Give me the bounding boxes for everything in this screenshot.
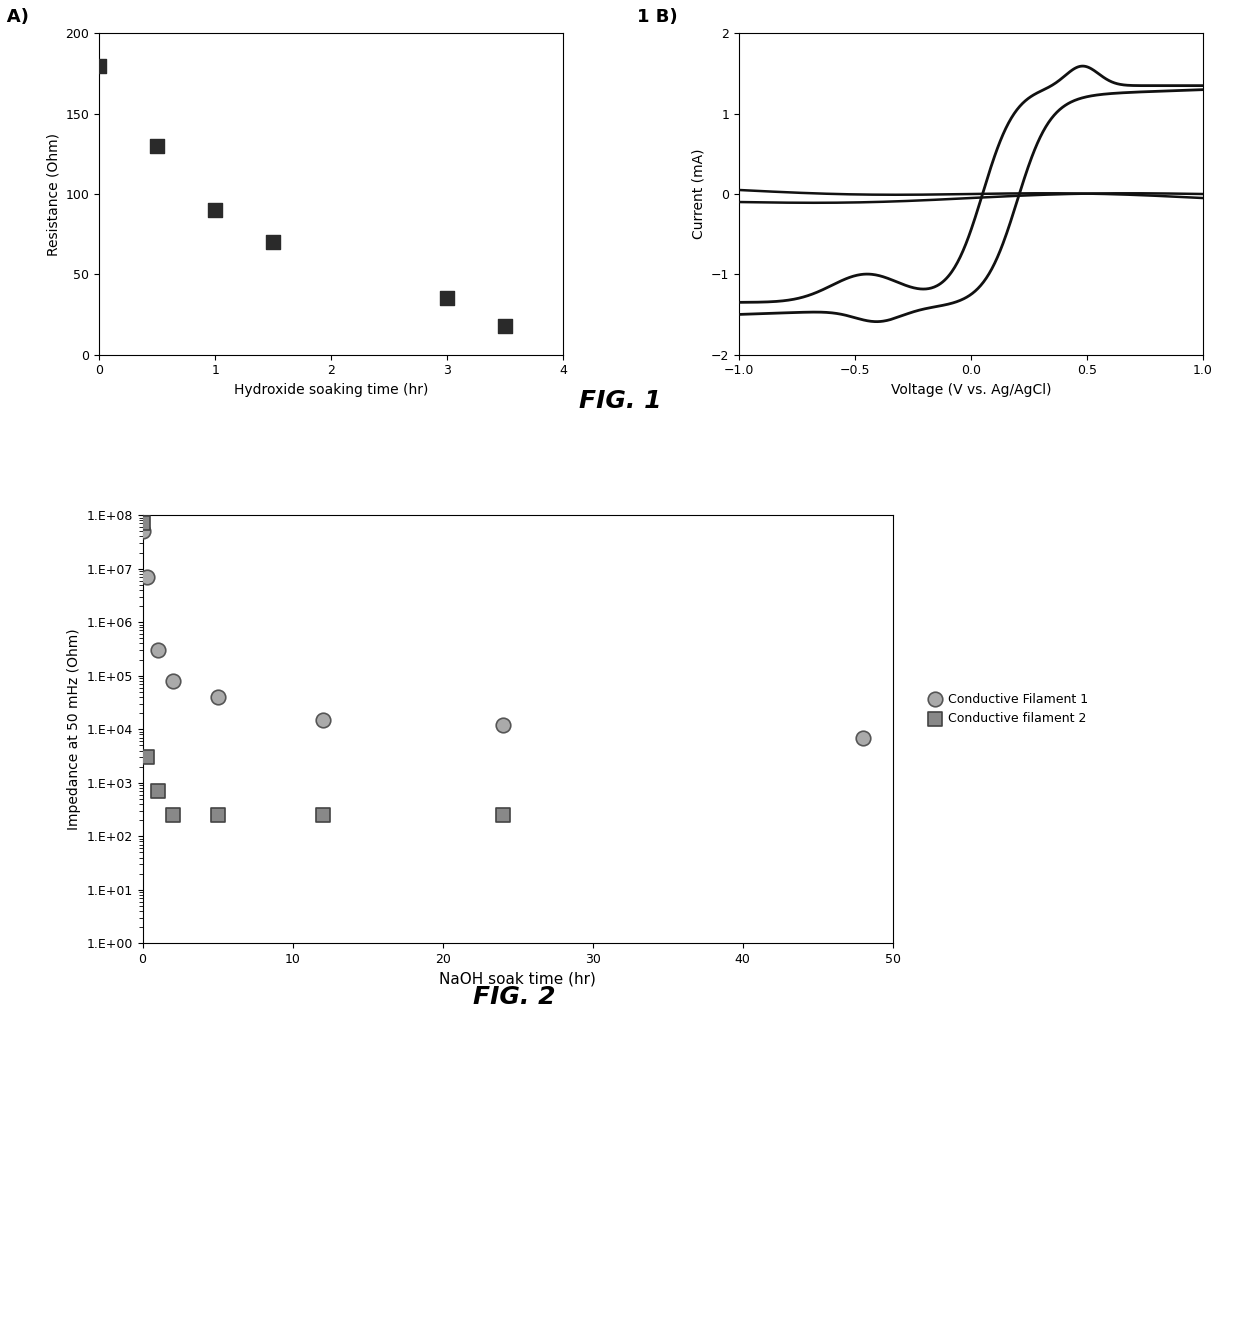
Conductive Filament 1 xyxy=(162,670,182,692)
Text: FIG. 1: FIG. 1 xyxy=(579,389,661,413)
Conductive filament 2 xyxy=(312,804,332,826)
Point xyxy=(148,135,167,157)
Text: 1 A): 1 A) xyxy=(0,8,29,25)
Y-axis label: Current (mA): Current (mA) xyxy=(692,149,706,240)
Conductive filament 2 xyxy=(162,804,182,826)
Text: 1 B): 1 B) xyxy=(637,8,678,25)
Conductive Filament 1 xyxy=(492,714,512,736)
Conductive filament 2 xyxy=(148,780,167,801)
Point xyxy=(495,314,515,336)
Conductive filament 2 xyxy=(133,512,153,534)
X-axis label: NaOH soak time (hr): NaOH soak time (hr) xyxy=(439,971,596,986)
Conductive Filament 1 xyxy=(133,520,153,542)
Conductive filament 2 xyxy=(492,804,512,826)
Point xyxy=(436,288,456,309)
Conductive filament 2 xyxy=(138,747,157,768)
Legend: Conductive Filament 1, Conductive filament 2: Conductive Filament 1, Conductive filame… xyxy=(929,693,1087,725)
Point xyxy=(205,199,224,221)
Conductive Filament 1 xyxy=(853,727,873,748)
X-axis label: Voltage (V vs. Ag/AgCl): Voltage (V vs. Ag/AgCl) xyxy=(890,383,1052,397)
Point xyxy=(263,231,283,253)
Point xyxy=(89,55,109,76)
Y-axis label: Impedance at 50 mHz (Ohm): Impedance at 50 mHz (Ohm) xyxy=(67,629,81,830)
Conductive filament 2 xyxy=(208,804,228,826)
Text: FIG. 2: FIG. 2 xyxy=(474,985,556,1009)
Conductive Filament 1 xyxy=(208,686,228,708)
Y-axis label: Resistance (Ohm): Resistance (Ohm) xyxy=(46,132,60,256)
Conductive Filament 1 xyxy=(138,566,157,587)
X-axis label: Hydroxide soaking time (hr): Hydroxide soaking time (hr) xyxy=(234,383,428,397)
Conductive Filament 1 xyxy=(312,709,332,731)
Conductive Filament 1 xyxy=(148,640,167,661)
